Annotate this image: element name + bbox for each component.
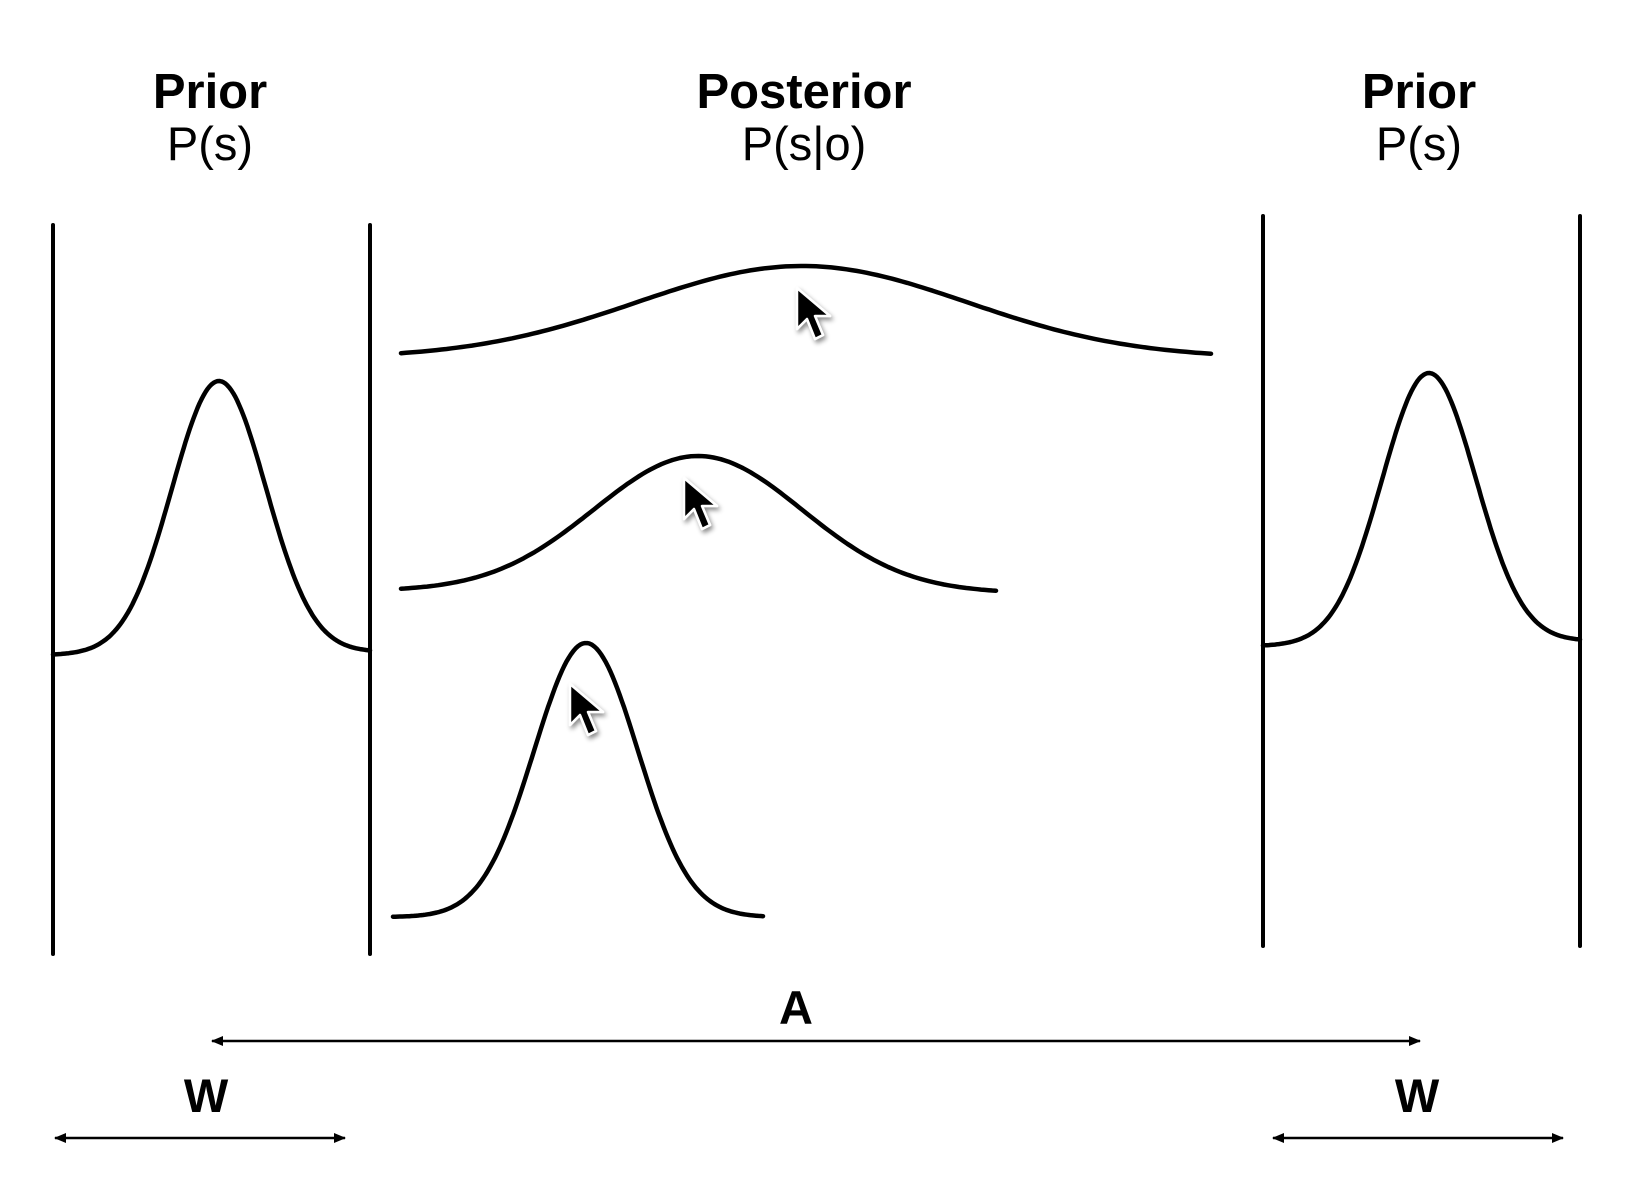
left-prior-formula: P(s) bbox=[167, 117, 253, 170]
right-prior-formula: P(s) bbox=[1376, 117, 1462, 170]
posterior-formula: P(s|o) bbox=[742, 117, 867, 170]
posterior-wide-gaussian-curve bbox=[398, 263, 1214, 356]
width-right-label: W bbox=[1395, 1069, 1440, 1122]
left-prior-title: Prior bbox=[153, 65, 267, 119]
right-prior-title: Prior bbox=[1362, 65, 1476, 119]
posterior-medium-gaussian-curve bbox=[398, 453, 999, 593]
right-prior-gaussian-curve bbox=[1260, 370, 1583, 648]
posterior-narrow-gaussian-curve bbox=[390, 640, 766, 919]
mouse-pointer-icon bbox=[568, 682, 605, 737]
amplitude-label: A bbox=[779, 981, 813, 1034]
left-prior-gaussian-curve bbox=[50, 378, 373, 657]
posterior-title: Posterior bbox=[696, 65, 911, 119]
width-left-label: W bbox=[184, 1069, 229, 1122]
mouse-pointer-icon bbox=[795, 286, 832, 341]
mouse-pointer-icon bbox=[682, 476, 719, 531]
